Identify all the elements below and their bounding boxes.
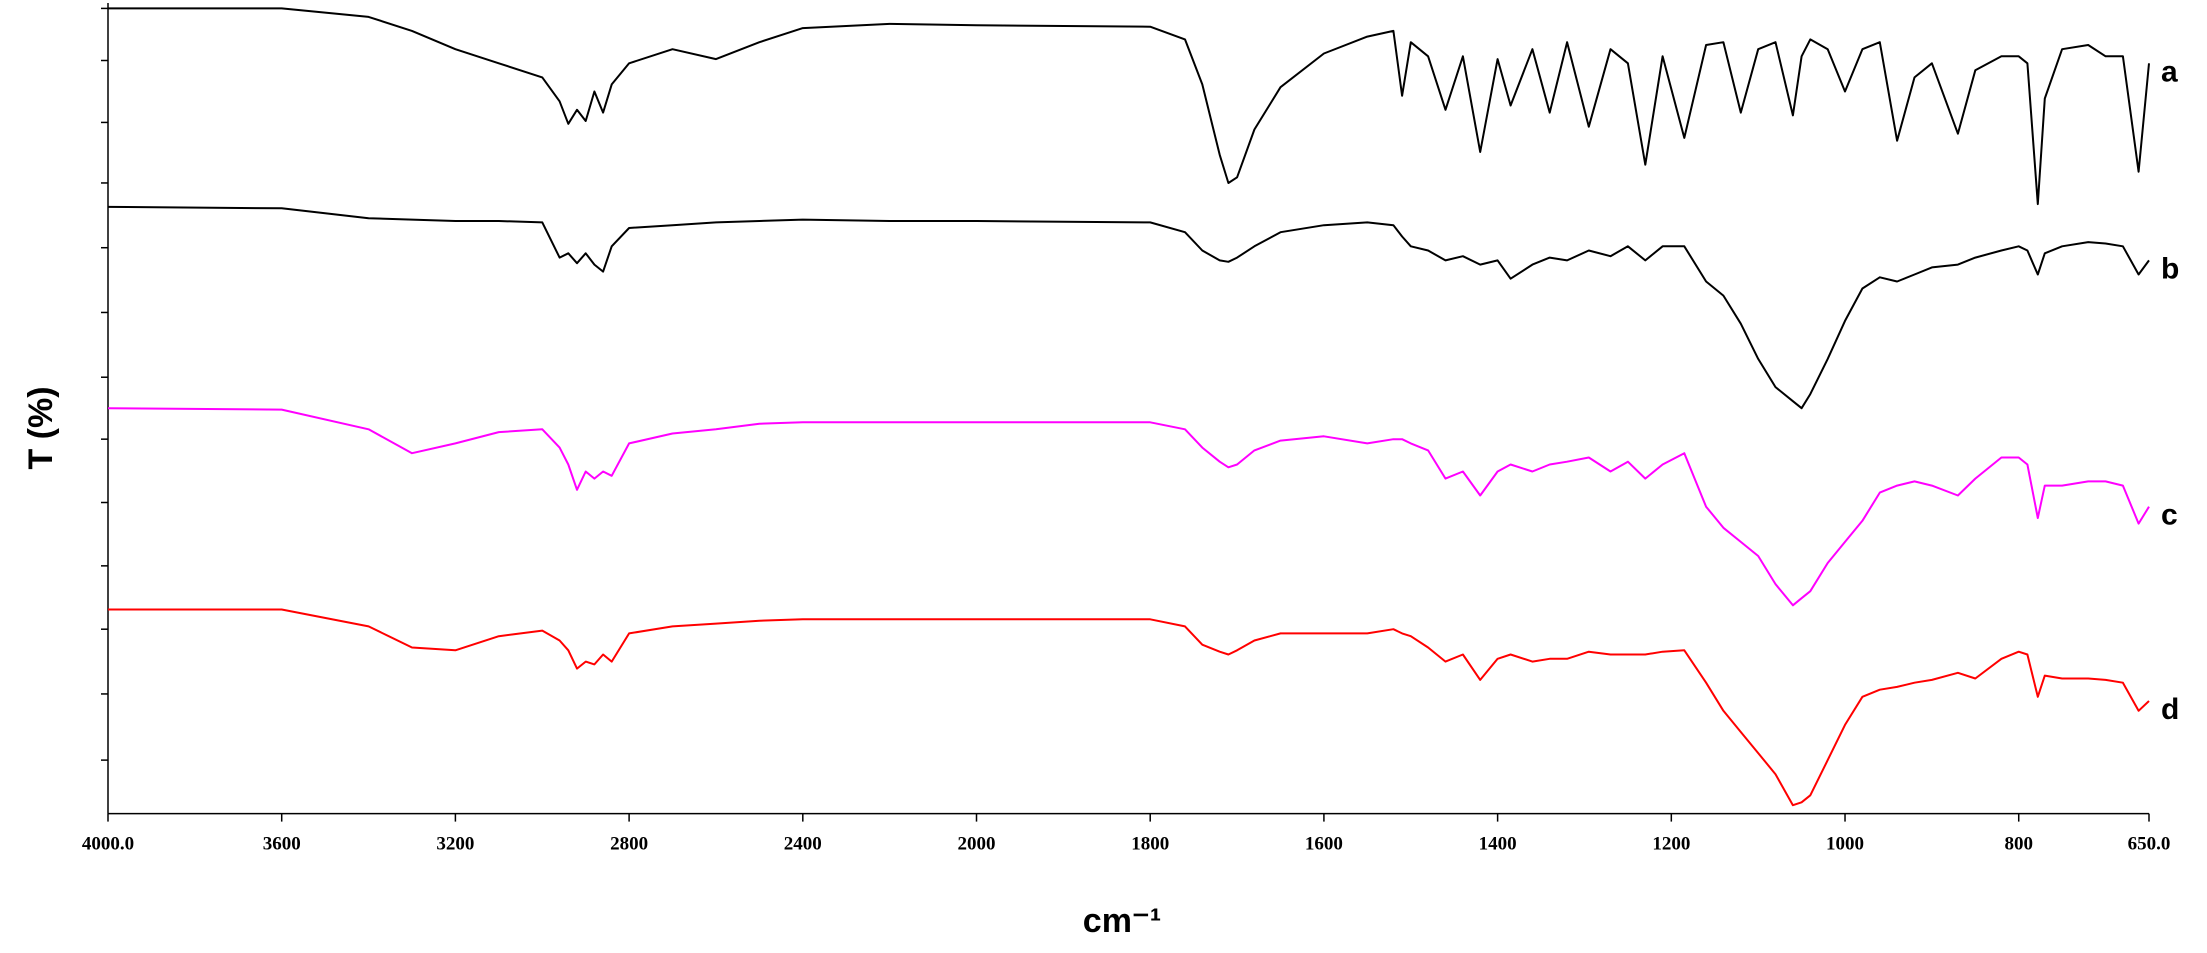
x-tick-label: 2400 — [784, 834, 822, 855]
series-label: b — [2161, 252, 2179, 285]
x-tick-label: 2800 — [610, 834, 648, 855]
x-tick-label: 4000.0 — [82, 834, 134, 855]
x-tick-label: 1200 — [1652, 834, 1690, 855]
x-axis-title: cm⁻¹ — [1083, 902, 1161, 940]
x-tick-label: 1000 — [1826, 834, 1864, 855]
x-tick-label: 800 — [2004, 834, 2033, 855]
x-tick-label: 2000 — [958, 834, 996, 855]
series-label: a — [2161, 55, 2178, 88]
spectrum-line — [107, 205, 2150, 410]
x-tick-label: 1800 — [1131, 834, 1169, 855]
x-tick-label: 1600 — [1305, 834, 1343, 855]
y-axis-title: T (%) — [22, 386, 60, 469]
spectrum-line — [108, 608, 2150, 807]
x-tick-label: 3600 — [263, 834, 301, 855]
x-tick-label: 1400 — [1479, 834, 1517, 855]
series-label: d — [2161, 693, 2179, 726]
series-label: c — [2161, 499, 2178, 532]
x-tick-label: 650.0 — [2128, 834, 2171, 855]
x-tick-label: 3200 — [436, 834, 474, 855]
spectrum-line — [107, 407, 2150, 607]
spectrum-line — [108, 7, 2150, 206]
